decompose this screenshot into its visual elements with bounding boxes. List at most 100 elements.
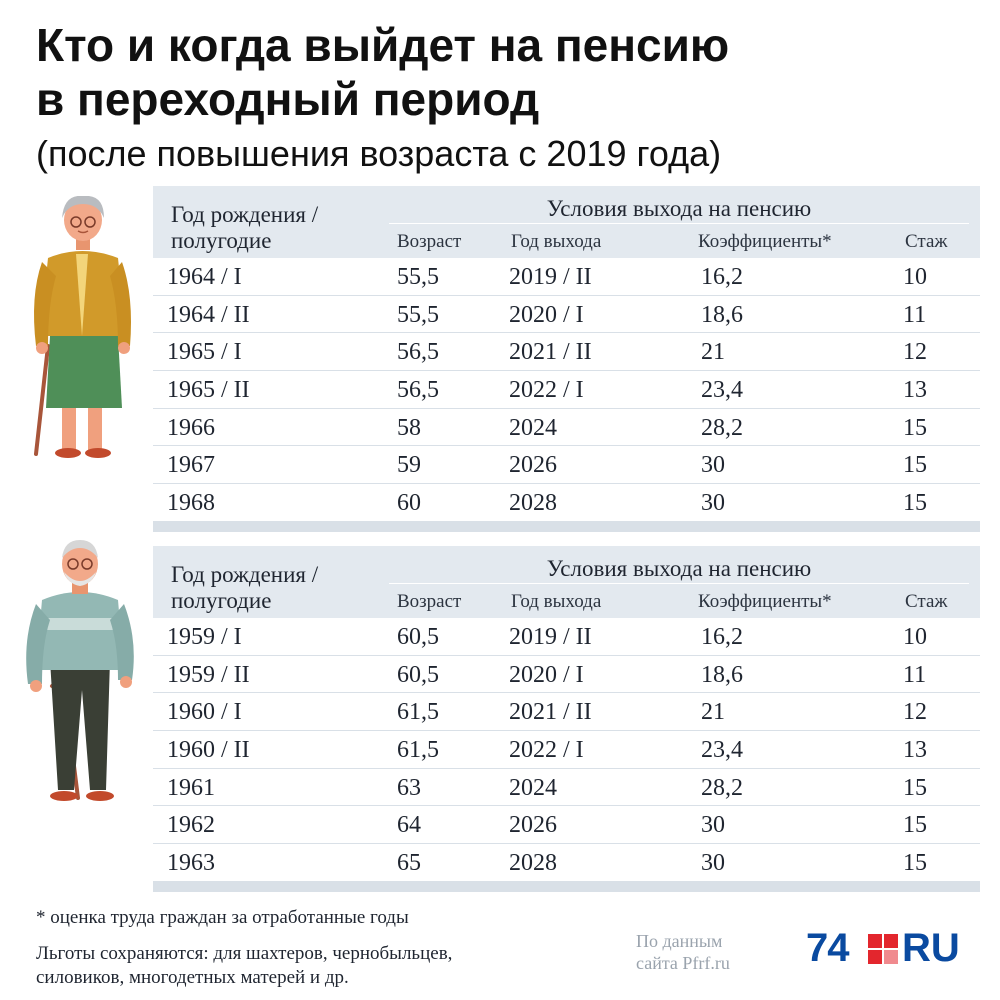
benefits-line-1: Льготы сохраняются: для шахтеров, черноб…: [36, 943, 453, 964]
cell-seniority: 11: [903, 661, 927, 688]
cell-coefficient: 21: [701, 699, 725, 726]
cell-age: 60,5: [397, 661, 439, 688]
title-line-1: Кто и когда выйдет на пенсию: [36, 19, 730, 71]
cell-seniority: 15: [903, 812, 927, 839]
cell-age: 65: [397, 850, 421, 877]
cell-birth: 1960 / II: [167, 737, 250, 764]
cell-coefficient: 30: [701, 812, 725, 839]
retirement-table-men: Год рождения / полугодие Условия выхода …: [153, 546, 980, 892]
elderly-woman-illustration: [34, 196, 131, 458]
header-birth-line1: Год рождения /: [171, 562, 319, 587]
cell-coefficient: 28,2: [701, 414, 743, 441]
cell-seniority: 13: [903, 737, 927, 764]
table-row: 1966 58 2024 28,2 15: [153, 409, 980, 447]
header-birth-line1: Год рождения /: [171, 202, 319, 227]
cell-age: 63: [397, 774, 421, 801]
cell-seniority: 15: [903, 490, 927, 517]
cell-age: 58: [397, 414, 421, 441]
retirement-table-women: Год рождения / полугодие Условия выхода …: [153, 186, 980, 532]
table-row: 1968 60 2028 30 15: [153, 484, 980, 522]
cell-exit-year: 2022 / I: [509, 377, 584, 404]
source-line-2: сайта Pfrf.ru: [636, 953, 730, 973]
cell-seniority: 11: [903, 301, 927, 328]
header-exit-year: Год выхода: [511, 591, 602, 612]
table-row: 1965 / II 56,5 2022 / I 23,4 13: [153, 371, 980, 409]
cell-age: 61,5: [397, 699, 439, 726]
header-age: Возраст: [397, 591, 462, 612]
cell-exit-year: 2020 / I: [509, 661, 584, 688]
cell-coefficient: 18,6: [701, 301, 743, 328]
cell-seniority: 15: [903, 452, 927, 479]
cell-exit-year: 2028: [509, 850, 557, 877]
cell-coefficient: 30: [701, 850, 725, 877]
cell-exit-year: 2028: [509, 490, 557, 517]
cell-seniority: 15: [903, 850, 927, 877]
logo-suffix: RU: [902, 926, 960, 970]
elderly-man-illustration: [26, 540, 134, 801]
table-header: Год рождения / полугодие Условия выхода …: [153, 546, 980, 618]
header-birth-line2: полугодие: [171, 588, 272, 613]
table-row: 1964 / I 55,5 2019 / II 16,2 10: [153, 258, 980, 296]
cell-seniority: 12: [903, 699, 927, 726]
table-row: 1965 / I 56,5 2021 / II 21 12: [153, 333, 980, 372]
cell-age: 56,5: [397, 377, 439, 404]
cell-birth: 1967: [167, 452, 215, 479]
cell-birth: 1965 / I: [167, 339, 242, 366]
cell-exit-year: 2020 / I: [509, 301, 584, 328]
cell-exit-year: 2021 / II: [509, 699, 592, 726]
table-row: 1960 / I 61,5 2021 / II 21 12: [153, 693, 980, 732]
header-birth-line2: полугодие: [171, 228, 272, 253]
table-footer-bar: [153, 881, 980, 892]
header-birth: Год рождения / полугодие: [171, 202, 381, 254]
cell-age: 56,5: [397, 339, 439, 366]
header-exit-year: Год выхода: [511, 231, 602, 252]
table-body: 1959 / I 60,5 2019 / II 16,2 10 1959 / II 60,5…: [153, 618, 980, 882]
logo-squares-icon: [868, 934, 898, 964]
source-note: По данным сайта Pfrf.ru: [636, 930, 796, 974]
header-seniority: Стаж: [905, 591, 948, 612]
cell-birth: 1964 / II: [167, 301, 250, 328]
cell-exit-year: 2019 / II: [509, 624, 592, 650]
cell-exit-year: 2026: [509, 812, 557, 839]
cell-seniority: 10: [903, 624, 927, 650]
table-row: 1963 65 2028 30 15: [153, 844, 980, 882]
cell-birth: 1961: [167, 774, 215, 801]
table-row: 1962 64 2026 30 15: [153, 806, 980, 845]
table-row: 1961 63 2024 28,2 15: [153, 769, 980, 807]
header-coefficients: Коэффициенты*: [698, 231, 832, 252]
benefits-note: Льготы сохраняются: для шахтеров, черноб…: [36, 942, 616, 990]
header-birth: Год рождения / полугодие: [171, 562, 381, 614]
cell-exit-year: 2022 / I: [509, 737, 584, 764]
table-body: 1964 / I 55,5 2019 / II 16,2 10 1964 / II 55,5…: [153, 258, 980, 522]
cell-exit-year: 2021 / II: [509, 339, 592, 366]
page-subtitle: (после повышения возраста с 2019 года): [36, 133, 722, 174]
table-footer-bar: [153, 521, 980, 532]
cell-age: 60: [397, 490, 421, 517]
cell-coefficient: 28,2: [701, 774, 743, 801]
cell-coefficient: 16,2: [701, 624, 743, 650]
source-line-1: По данным: [636, 931, 723, 951]
cell-age: 55,5: [397, 264, 439, 290]
cell-coefficient: 30: [701, 452, 725, 479]
benefits-line-2: силовиков, многодетных матерей и др.: [36, 967, 349, 988]
cell-age: 61,5: [397, 737, 439, 764]
table-row: 1964 / II 55,5 2020 / I 18,6 11: [153, 296, 980, 334]
cell-birth: 1966: [167, 414, 215, 441]
footnote: * оценка труда граждан за отработанные г…: [36, 907, 409, 928]
cell-coefficient: 21: [701, 339, 725, 366]
cell-birth: 1963: [167, 850, 215, 877]
cell-exit-year: 2026: [509, 452, 557, 479]
cell-seniority: 10: [903, 264, 927, 290]
table-row: 1959 / II 60,5 2020 / I 18,6 11: [153, 656, 980, 694]
header-conditions: Условия выхода на пенсию: [389, 194, 969, 224]
cell-age: 64: [397, 812, 421, 839]
cell-coefficient: 16,2: [701, 264, 743, 290]
cell-birth: 1959 / I: [167, 624, 242, 650]
table-row: 1967 59 2026 30 15: [153, 446, 980, 485]
header-age: Возраст: [397, 231, 462, 252]
cell-coefficient: 18,6: [701, 661, 743, 688]
cell-birth: 1960 / I: [167, 699, 242, 726]
cell-age: 55,5: [397, 301, 439, 328]
cell-exit-year: 2024: [509, 414, 557, 441]
header-conditions: Условия выхода на пенсию: [389, 554, 969, 584]
